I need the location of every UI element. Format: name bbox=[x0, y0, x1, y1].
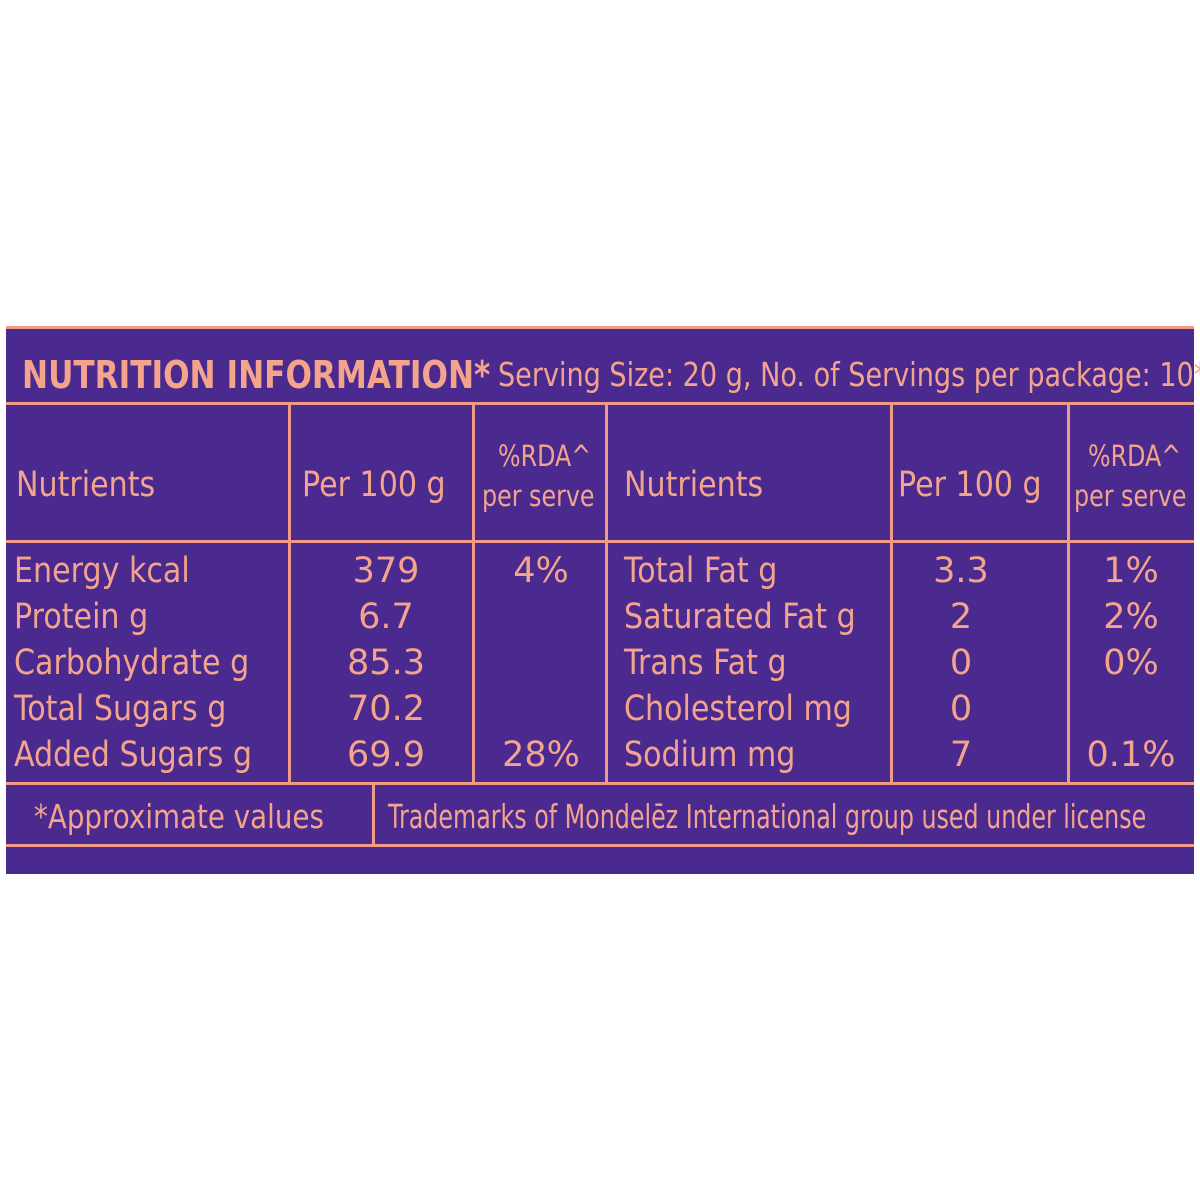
top-border bbox=[6, 326, 1194, 329]
right-value-trans-fat: 0 bbox=[949, 643, 973, 683]
left-rda-added-sugars: 28% bbox=[502, 735, 580, 775]
right-rda-sodium: 0.1% bbox=[1086, 735, 1176, 775]
left-value-protein: 6.7 bbox=[358, 597, 414, 637]
right-value-sodium: 7 bbox=[949, 735, 973, 775]
col-rule-2 bbox=[472, 402, 475, 782]
right-nutrient-cholesterol: Cholesterol mg bbox=[624, 689, 852, 729]
header-rda-left-line1: %RDA^ bbox=[498, 439, 592, 473]
left-value-added-sugars: 69.9 bbox=[347, 735, 425, 775]
left-value-carbohydrate: 85.3 bbox=[347, 643, 425, 683]
left-nutrient-carbohydrate: Carbohydrate g bbox=[14, 643, 250, 683]
footer-rule bbox=[372, 782, 375, 844]
header-nutrients-left: Nutrients bbox=[16, 465, 156, 505]
right-rda-total-fat: 1% bbox=[1103, 551, 1159, 591]
left-nutrient-total-sugars: Total Sugars g bbox=[14, 689, 227, 729]
header-per100g-left: Per 100 g bbox=[302, 465, 446, 505]
body-divider bbox=[6, 782, 1194, 785]
col-rule-4 bbox=[890, 402, 893, 782]
panel-title: NUTRITION INFORMATION* bbox=[22, 353, 491, 397]
header-rda-right-line2: per serve bbox=[1074, 479, 1187, 513]
right-nutrient-trans-fat: Trans Fat g bbox=[624, 643, 787, 683]
right-value-cholesterol: 0 bbox=[949, 689, 973, 729]
right-rda-saturated-fat: 2% bbox=[1103, 597, 1159, 637]
col-rule-5 bbox=[1067, 402, 1070, 782]
right-value-total-fat: 3.3 bbox=[933, 551, 989, 591]
right-rda-trans-fat: 0% bbox=[1103, 643, 1159, 683]
header-rda-right-line1: %RDA^ bbox=[1088, 439, 1182, 473]
title-divider bbox=[6, 402, 1194, 405]
left-nutrient-added-sugars: Added Sugars g bbox=[14, 735, 252, 775]
right-nutrient-sodium: Sodium mg bbox=[624, 735, 796, 775]
left-nutrient-energy: Energy kcal bbox=[14, 551, 190, 591]
col-rule-3 bbox=[605, 402, 608, 782]
header-rda-left-line2: per serve bbox=[482, 479, 595, 513]
right-value-saturated-fat: 2 bbox=[949, 597, 973, 637]
left-nutrient-protein: Protein g bbox=[14, 597, 149, 637]
right-nutrient-total-fat: Total Fat g bbox=[624, 551, 778, 591]
approximate-values-note: *Approximate values bbox=[34, 797, 324, 836]
left-value-total-sugars: 70.2 bbox=[347, 689, 425, 729]
header-per100g-right: Per 100 g bbox=[898, 465, 1042, 505]
right-nutrient-saturated-fat: Saturated Fat g bbox=[624, 597, 856, 637]
left-value-energy: 379 bbox=[352, 551, 420, 591]
header-divider bbox=[6, 540, 1194, 543]
left-rda-energy: 4% bbox=[513, 551, 569, 591]
trademark-note: Trademarks of Mondelēz International gro… bbox=[388, 797, 1147, 836]
footer-divider bbox=[6, 844, 1194, 847]
serving-info: Serving Size: 20 g, No. of Servings per … bbox=[498, 355, 1200, 394]
header-nutrients-right: Nutrients bbox=[624, 465, 764, 505]
nutrition-panel: NUTRITION INFORMATION* Serving Size: 20 … bbox=[6, 326, 1200, 874]
col-rule-1 bbox=[288, 402, 291, 782]
